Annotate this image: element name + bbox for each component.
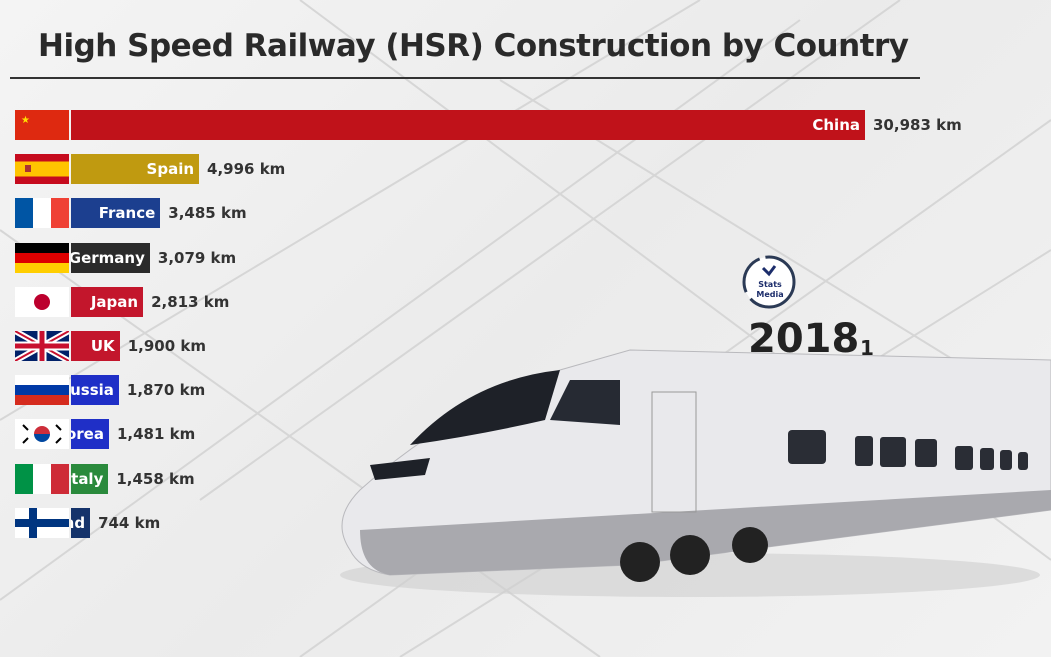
bar: Korea [71,419,109,450]
bar-label: France [98,204,156,223]
svg-text:Media: Media [756,290,783,299]
bar-label: Spain [146,160,195,179]
bar: China [71,110,865,140]
bar-label: Italy [71,469,104,488]
flag-china-icon: ★ [15,110,69,140]
bar-label: Korea [71,425,104,444]
svg-text:Stats: Stats [758,280,782,289]
bar: Italy [71,463,109,494]
bar-label: Japan [90,292,139,311]
bar-label: China [812,116,860,134]
value-label: 3,079 km [157,248,237,267]
value-label: 3,485 km [168,204,247,223]
value-label: 744 km [98,513,161,532]
bar: UK [71,331,120,361]
flag-japan-icon [15,286,69,317]
flag-spain-icon [15,154,69,185]
bar-label: UK [90,337,115,355]
flag-south-korea-icon [15,419,69,450]
bar-label: Finland [71,513,86,532]
bar: Finland [71,507,91,538]
bar: Russia [71,375,119,406]
value-label: 4,996 km [207,160,286,179]
train-image [340,349,1051,597]
bar: France [71,198,161,229]
flag-italy-icon [15,463,69,494]
chart-title: High Speed Railway (HSR) Construction by… [38,28,909,64]
flag-france-icon [15,198,69,229]
flag-uk-icon [15,331,69,361]
value-label: 1,458 km [116,469,195,488]
bar: Germany [71,242,150,273]
bar-label: Germany [71,248,145,267]
svg-text:★: ★ [21,115,30,126]
value-label: 30,983 km [873,116,962,134]
flag-finland-icon [15,507,69,538]
title-divider [10,77,920,79]
bar-label: Russia [71,381,114,400]
value-label: 1,481 km [116,425,196,444]
stats-media-logo: Stats Media [742,255,796,309]
flag-germany-icon [15,242,69,273]
value-label: 1,900 km [127,337,206,355]
year-fraction-label: 1 [860,336,874,360]
bar: Japan [71,286,144,317]
value-label: 2,813 km [151,292,230,311]
value-label: 1,870 km [126,381,206,400]
flag-russia-icon [15,375,69,406]
bar: Spain [71,154,200,185]
